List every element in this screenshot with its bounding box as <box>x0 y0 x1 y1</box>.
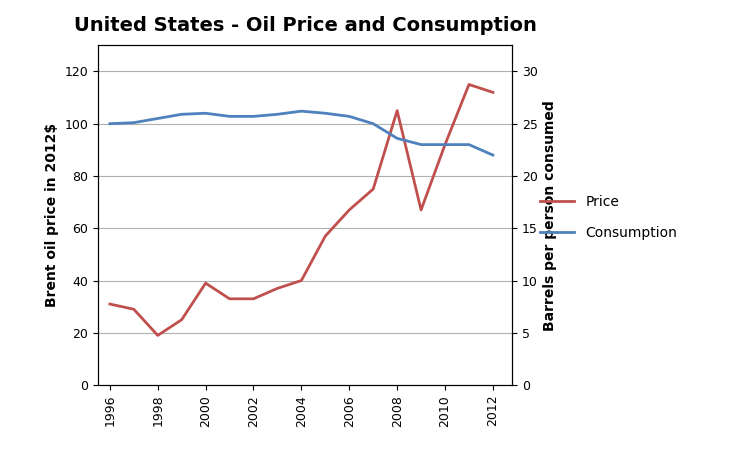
Consumption <box>130 120 139 125</box>
Consumption <box>297 108 306 114</box>
Price <box>369 186 378 192</box>
Consumption <box>225 114 234 119</box>
Consumption <box>465 142 474 147</box>
Price <box>345 207 354 212</box>
Price <box>130 307 139 312</box>
Line: Price: Price <box>110 85 493 335</box>
Consumption <box>321 111 330 116</box>
Consumption <box>416 142 425 147</box>
Price <box>489 90 498 95</box>
Consumption <box>345 114 354 119</box>
Y-axis label: Barrels per person consumed: Barrels per person consumed <box>543 100 557 331</box>
Consumption <box>201 111 210 116</box>
Price <box>153 333 162 338</box>
Price <box>201 280 210 286</box>
Price <box>249 296 258 302</box>
Price <box>465 82 474 87</box>
Price <box>225 296 234 302</box>
Price <box>177 317 186 323</box>
Consumption <box>105 121 114 126</box>
Price <box>392 108 401 113</box>
Title: United States - Oil Price and Consumption: United States - Oil Price and Consumptio… <box>74 16 536 35</box>
Line: Consumption: Consumption <box>110 111 493 155</box>
Price <box>441 142 450 147</box>
Y-axis label: Brent oil price in 2012$: Brent oil price in 2012$ <box>44 123 59 307</box>
Consumption <box>489 152 498 158</box>
Price <box>273 286 282 291</box>
Legend: Price, Consumption: Price, Consumption <box>534 189 683 246</box>
Consumption <box>249 114 258 119</box>
Consumption <box>153 116 162 121</box>
Price <box>416 207 425 212</box>
Consumption <box>369 121 378 126</box>
Consumption <box>177 111 186 117</box>
Consumption <box>441 142 450 147</box>
Consumption <box>392 135 401 141</box>
Consumption <box>273 111 282 117</box>
Price <box>321 233 330 239</box>
Price <box>297 278 306 283</box>
Price <box>105 301 114 307</box>
